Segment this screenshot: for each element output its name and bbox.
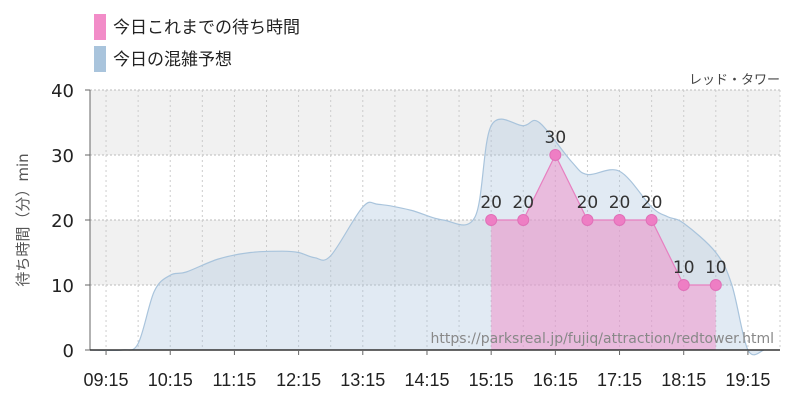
legend: 今日これまでの待ち時間 今日の混雑予想 (94, 14, 300, 72)
actual-point (517, 214, 530, 226)
data-label: 20 (577, 193, 599, 213)
actual-point (645, 214, 658, 226)
x-tick-label: 16:15 (533, 370, 578, 390)
legend-label-forecast: 今日の混雑予想 (113, 50, 232, 70)
actual-series (485, 149, 722, 350)
x-tick-label: 10:15 (148, 370, 193, 390)
y-tick-label: 20 (51, 211, 74, 232)
x-tick-label: 15:15 (469, 370, 514, 390)
y-tick-label: 10 (51, 276, 74, 297)
x-tick-label: 14:15 (404, 370, 449, 390)
x-tick-label: 17:15 (597, 370, 642, 390)
data-label: 30 (545, 128, 567, 148)
data-label: 20 (641, 193, 663, 213)
grid-band (90, 90, 780, 155)
actual-area (491, 155, 716, 350)
legend-swatch-forecast (94, 46, 106, 72)
x-tick-label: 18:15 (661, 370, 706, 390)
actual-point (613, 214, 626, 226)
y-tick-label: 40 (51, 81, 74, 102)
actual-point (549, 149, 562, 161)
actual-point (485, 214, 498, 226)
x-tick-label: 13:15 (340, 370, 385, 390)
data-label: 20 (480, 193, 502, 213)
axes: 0 10 20 30 40 09:15 10:15 11:15 12:15 13:15 14:15 1… (51, 81, 780, 390)
y-tick-label: 30 (51, 146, 74, 167)
y-tick-label: 0 (63, 341, 74, 362)
actual-point (677, 279, 690, 291)
data-label: 10 (673, 258, 695, 278)
data-label: 20 (512, 193, 534, 213)
attribution-url: https://parksreal.jp/fujiq/attraction/re… (431, 331, 774, 347)
forecast-line (89, 118, 765, 356)
chart-title: レッド・タワー (689, 73, 780, 88)
actual-point (581, 214, 594, 226)
data-label: 10 (705, 258, 727, 278)
x-tick-label: 12:15 (276, 370, 321, 390)
actual-point (709, 279, 722, 291)
actual-line (491, 153, 716, 286)
x-tick-label: 09:15 (84, 370, 129, 390)
data-label: 20 (609, 193, 631, 213)
legend-swatch-actual (94, 14, 106, 40)
x-tick-label: 11:15 (213, 370, 257, 390)
x-tick-label: 19:15 (725, 370, 770, 390)
y-axis-label: 待ち時間（分）min (14, 153, 32, 286)
legend-label-actual: 今日これまでの待ち時間 (113, 18, 300, 38)
data-labels: 20 20 30 20 20 20 10 10 (480, 128, 726, 278)
